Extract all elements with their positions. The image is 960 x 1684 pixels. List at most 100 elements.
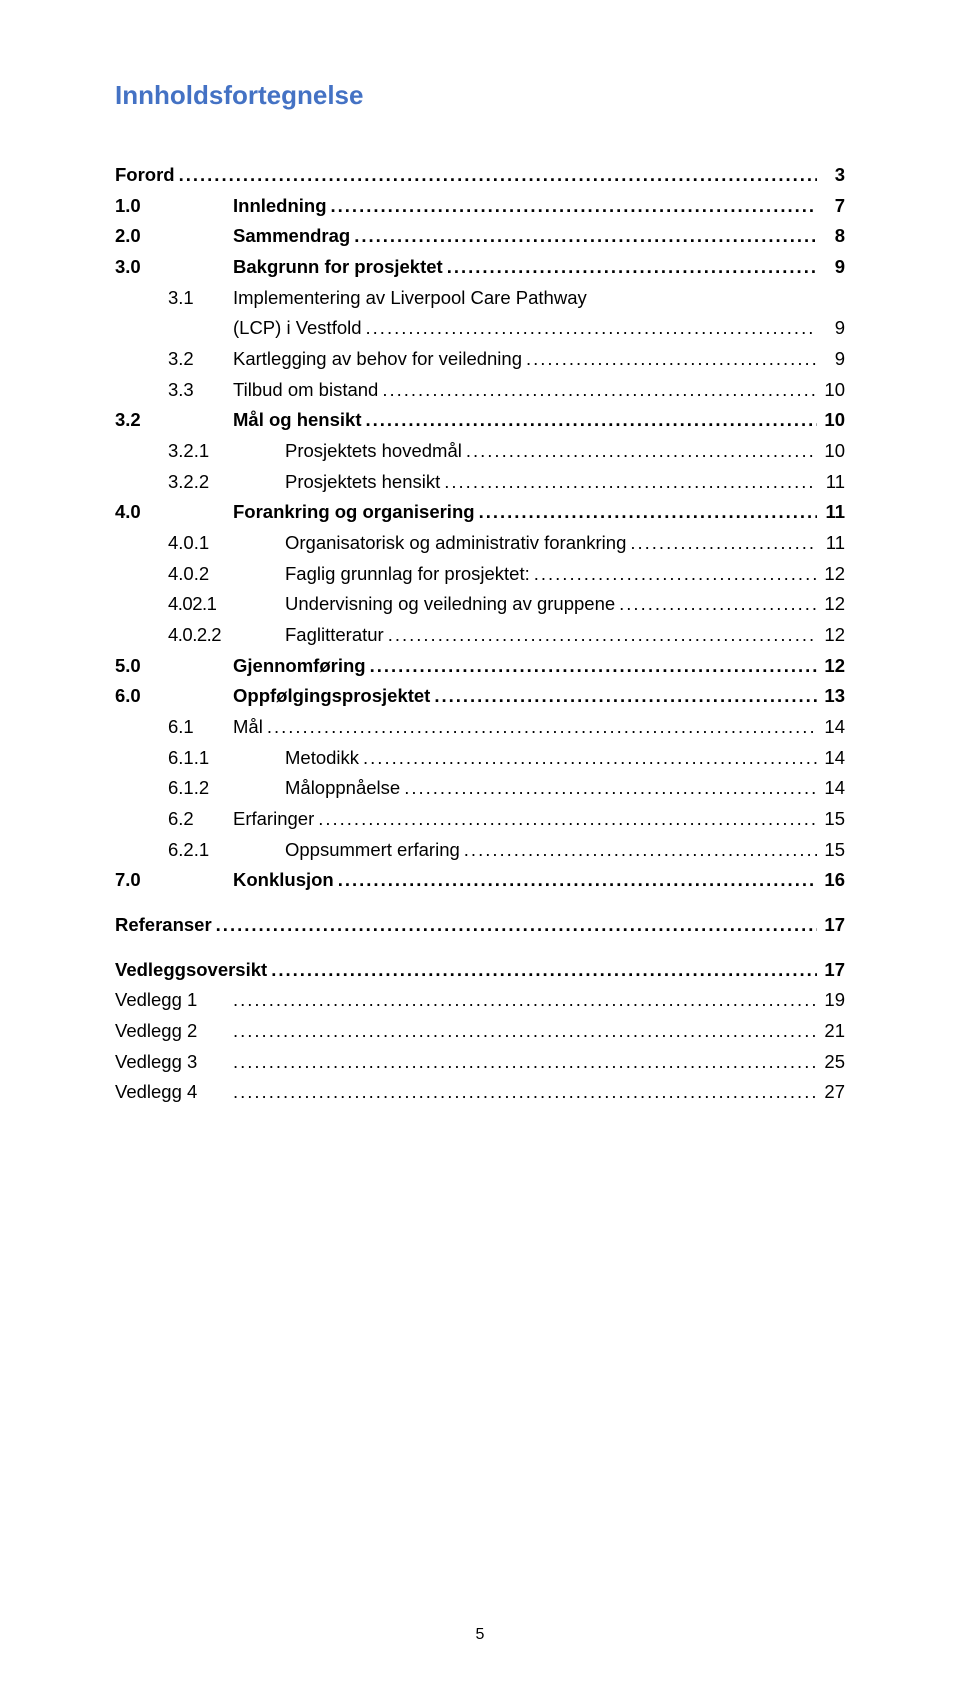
toc-entry-label: Faglitteratur	[285, 621, 388, 650]
toc-entry-page: 9	[817, 345, 845, 374]
toc-entry-number: 5.0	[115, 652, 233, 681]
toc-entry-page: 7	[817, 192, 845, 221]
toc-entry-page: 3	[817, 161, 845, 190]
toc-entry: 2.0Sammendrag8	[115, 222, 845, 251]
toc-entry-number: 6.2.1	[115, 836, 285, 865]
toc-entry: 3.3Tilbud om bistand10	[115, 376, 845, 405]
toc-entry-label: Prosjektets hensikt	[285, 468, 444, 497]
toc-leader-dots	[366, 314, 817, 343]
toc-entry: 6.1.2Måloppnåelse14	[115, 774, 845, 803]
toc-entry-number: 3.2	[115, 345, 233, 374]
toc-entry-label: Bakgrunn for prosjektet	[233, 253, 447, 282]
toc-entry-page: 19	[817, 986, 845, 1015]
toc-entry-number: 3.2.2	[115, 468, 285, 497]
toc-entry: Vedlegg 427	[115, 1078, 845, 1107]
toc-leader-dots	[179, 161, 817, 190]
toc-entry-page: 17	[817, 956, 845, 985]
toc-entry-label: Mål	[233, 713, 267, 742]
toc-leader-dots	[366, 406, 818, 435]
toc-entry-page: 11	[817, 468, 845, 497]
toc-entry: 3.2.2Prosjektets hensikt 11	[115, 468, 845, 497]
toc-entry-number: 4.0.1	[115, 529, 285, 558]
toc-leader-dots	[233, 1078, 817, 1107]
toc-entry-label: Sammendrag	[233, 222, 354, 251]
toc-entry-label: Referanser	[115, 911, 216, 940]
toc-entry-number: 6.1.2	[115, 774, 285, 803]
toc-entry: 3.2.1Prosjektets hovedmål10	[115, 437, 845, 466]
toc-leader-dots	[233, 986, 817, 1015]
toc-entry-number: Vedlegg 1	[115, 986, 233, 1015]
toc-entry-label: Oppsummert erfaring	[285, 836, 464, 865]
toc-entry: 3.2Kartlegging av behov for veiledning 9	[115, 345, 845, 374]
toc-title: Innholdsfortegnelse	[115, 80, 845, 111]
toc-entry-label: Organisatorisk og administrativ forankri…	[285, 529, 630, 558]
toc-entry-page: 10	[817, 376, 845, 405]
toc-entry-page: 14	[817, 774, 845, 803]
toc-entry-label: Gjennomføring	[233, 652, 370, 681]
toc-entry-number: 4.02.1	[115, 590, 285, 619]
toc-entry-page: 13	[817, 682, 845, 711]
toc-leader-dots	[526, 345, 817, 374]
toc-leader-dots	[464, 836, 817, 865]
toc-leader-dots	[388, 621, 817, 650]
toc-entry-number: 3.2	[115, 406, 233, 435]
toc-entry-label: Konklusjon	[233, 866, 338, 895]
toc-entry-label: Mål og hensikt	[233, 406, 366, 435]
toc-leader-dots	[534, 560, 817, 589]
toc-entry-label-cont: (LCP) i Vestfold	[233, 314, 366, 343]
toc-entry: 4.0.2Faglig grunnlag for prosjektet:12	[115, 560, 845, 589]
toc-entry: Referanser 17	[115, 911, 845, 940]
toc-entry-page: 8	[817, 222, 845, 251]
toc-entry: 6.2.1Oppsummert erfaring15	[115, 836, 845, 865]
toc-entry: (LCP) i Vestfold 9	[115, 314, 845, 343]
toc-leader-dots	[354, 222, 817, 251]
toc-leader-dots	[404, 774, 817, 803]
toc-leader-dots	[466, 437, 817, 466]
toc-body: Forord31.0Innledning72.0Sammendrag83.0Ba…	[115, 161, 845, 1107]
toc-entry-label: Vedleggsoversikt	[115, 956, 271, 985]
toc-entry-page: 25	[817, 1048, 845, 1077]
toc-entry-number: 6.1	[115, 713, 233, 742]
toc-leader-dots	[233, 1017, 817, 1046]
toc-entry-label: Forord	[115, 161, 179, 190]
toc-entry-page: 9	[817, 314, 845, 343]
toc-leader-dots	[216, 911, 817, 940]
toc-entry-number: 7.0	[115, 866, 233, 895]
toc-entry-label: Undervisning og veiledning av gruppene	[285, 590, 619, 619]
toc-entry: 3.0Bakgrunn for prosjektet9	[115, 253, 845, 282]
toc-entry-number: 6.2	[115, 805, 233, 834]
toc-entry-number: 3.3	[115, 376, 233, 405]
toc-entry: Vedlegg 3 25	[115, 1048, 845, 1077]
toc-entry-number: 6.0	[115, 682, 233, 711]
toc-entry-page: 27	[817, 1078, 845, 1107]
toc-entry: 7.0Konklusjon 16	[115, 866, 845, 895]
toc-entry: Vedleggsoversikt 17	[115, 956, 845, 985]
toc-entry-page: 14	[817, 713, 845, 742]
toc-entry-number: Vedlegg 2	[115, 1017, 233, 1046]
toc-entry-page: 16	[817, 866, 845, 895]
toc-entry-label: Forankring og organisering	[233, 498, 479, 527]
page-number: 5	[476, 1626, 485, 1644]
toc-entry-label: Kartlegging av behov for veiledning	[233, 345, 526, 374]
toc-gap	[115, 897, 845, 911]
toc-entry-label: Metodikk	[285, 744, 363, 773]
toc-leader-dots	[233, 1048, 817, 1077]
toc-entry-page: 12	[817, 560, 845, 589]
toc-entry-page: 10	[817, 437, 845, 466]
toc-entry: 4.02.1Undervisning og veiledning av grup…	[115, 590, 845, 619]
toc-leader-dots	[331, 192, 817, 221]
toc-entry-page: 17	[817, 911, 845, 940]
toc-entry-label: Faglig grunnlag for prosjektet:	[285, 560, 534, 589]
toc-entry: 3.2Mål og hensikt10	[115, 406, 845, 435]
toc-entry-number: 4.0	[115, 498, 233, 527]
toc-entry-number: Vedlegg 3	[115, 1048, 233, 1077]
toc-entry: 4.0.1Organisatorisk og administrativ for…	[115, 529, 845, 558]
toc-entry-label: Implementering av Liverpool Care Pathway	[233, 284, 845, 313]
toc-entry: 6.2Erfaringer15	[115, 805, 845, 834]
toc-leader-dots	[444, 468, 817, 497]
toc-entry-label: Prosjektets hovedmål	[285, 437, 466, 466]
toc-leader-dots	[271, 956, 817, 985]
toc-entry-number: 4.0.2.2	[115, 621, 285, 650]
toc-entry: 3.1Implementering av Liverpool Care Path…	[115, 284, 845, 313]
toc-entry: Vedlegg 221	[115, 1017, 845, 1046]
